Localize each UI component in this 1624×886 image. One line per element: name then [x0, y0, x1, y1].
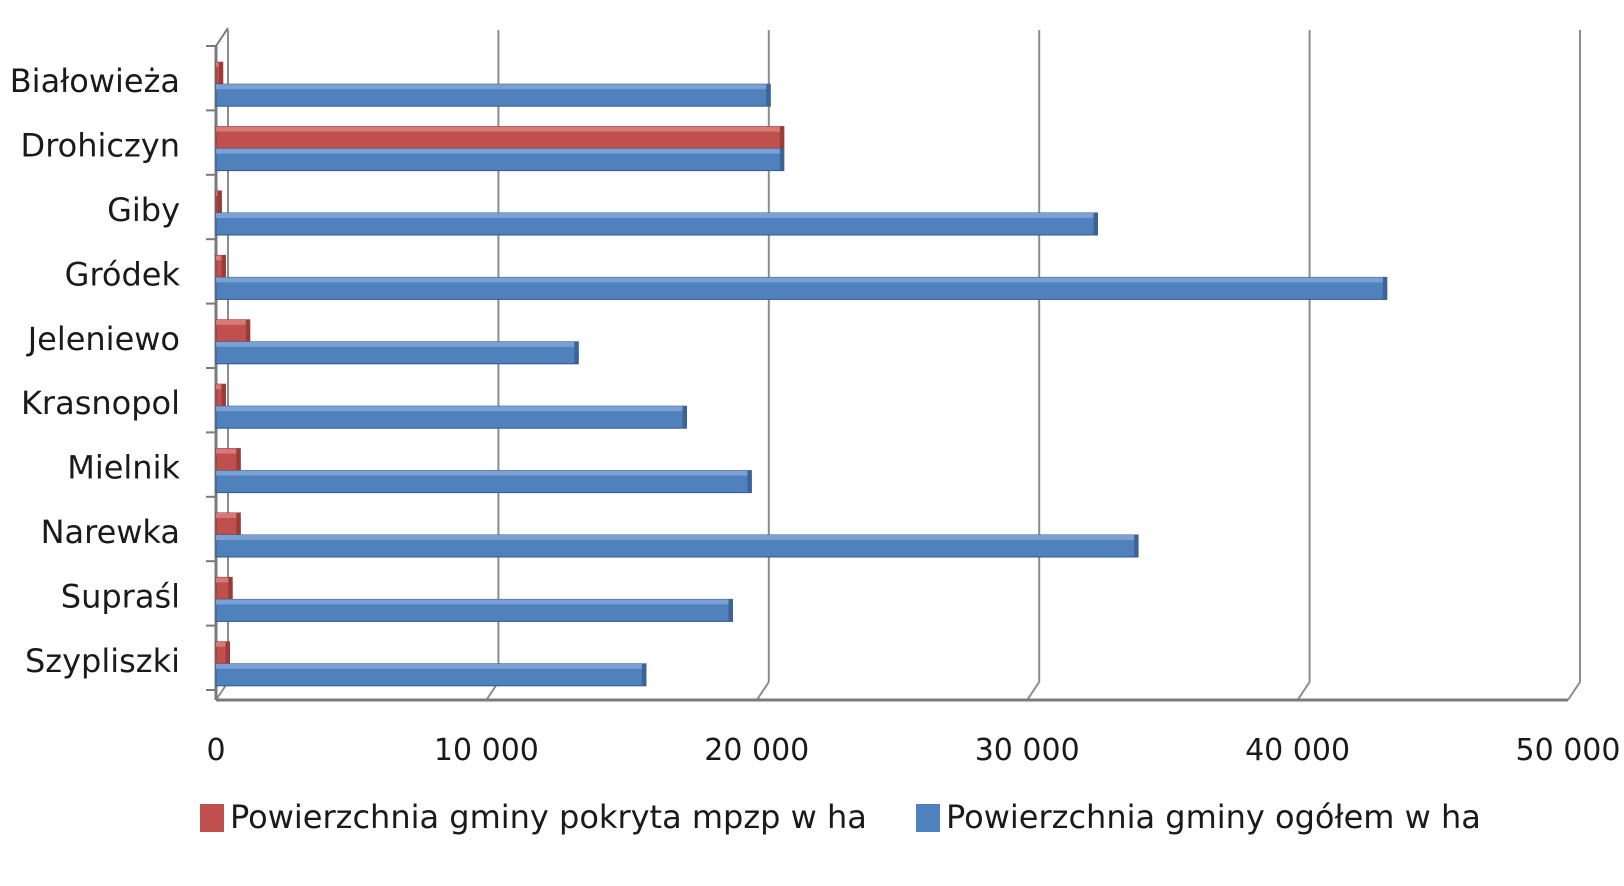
bar-jeleniewo-total [215, 341, 579, 365]
gridline-floor [1296, 681, 1311, 701]
x-tick-label: 50 000 [1516, 733, 1621, 768]
bar-bialowieza-total [215, 83, 771, 107]
legend-item-total: Powierzchnia gminy ogółem w ha [916, 798, 1481, 836]
bar-highlight [216, 599, 733, 605]
bar-suprasl-mpzp [215, 576, 233, 600]
bar-bialowieza-mpzp [215, 61, 224, 85]
bar-grodek-total [215, 276, 1388, 300]
bar-highlight [216, 319, 250, 325]
x-tick-label: 10 000 [434, 733, 539, 768]
bar-highlight [216, 84, 771, 90]
bar-szypliszki-mpzp [215, 641, 231, 665]
category-label-krasnopol: Krasnopol [21, 384, 180, 422]
x-tick-label: 30 000 [975, 733, 1080, 768]
bar-highlight [216, 535, 1139, 540]
bar-highlight [216, 406, 687, 412]
bar-highlight [216, 213, 1098, 218]
x-tick-label: 20 000 [704, 733, 809, 768]
bar-highlight [216, 641, 230, 647]
category-label-bialowieza: Białowieża [10, 62, 180, 100]
category-label-narewka: Narewka [41, 513, 180, 551]
bar-narewka-total [215, 534, 1139, 558]
bar-szypliszki-total [215, 663, 647, 687]
legend-item-mpzp: Powierzchnia gminy pokryta mpzp w ha [200, 798, 867, 836]
bar-highlight [216, 148, 784, 154]
bar-highlight [216, 513, 241, 518]
legend-swatch [200, 804, 224, 832]
bar-giby-total [215, 212, 1099, 236]
category-label-szypliszki: Szypliszki [25, 642, 180, 680]
category-label-mielnik: Mielnik [67, 449, 180, 487]
legend-label: Powierzchnia gminy ogółem w ha [946, 798, 1481, 836]
bar-end-cap [221, 384, 226, 407]
bars [215, 61, 1388, 687]
bar-grodek-mpzp [215, 254, 226, 278]
bar-giby-mpzp [215, 190, 222, 214]
bar-end-cap [228, 577, 233, 600]
bar-end-cap [236, 513, 241, 535]
bar-end-cap [1382, 277, 1387, 300]
legend: Powierzchnia gminy pokryta mpzp w ha Powi… [200, 798, 1481, 836]
bar-end-cap [728, 599, 733, 622]
bar-end-cap [225, 641, 230, 664]
x-tick-label: 0 [206, 733, 225, 768]
gridline-floor [1567, 681, 1581, 701]
category-labels: Białowieża Drohiczyn Giby Gródek Jeleniewo Kr… [10, 62, 181, 680]
bar-highlight [216, 663, 646, 669]
bar-krasnopol-mpzp [215, 383, 226, 407]
gridline-floor [755, 681, 770, 701]
bar-highlight [216, 255, 226, 261]
bar-highlight [216, 448, 241, 454]
category-label-grodek: Gródek [65, 255, 181, 293]
bar-highlight [216, 577, 233, 583]
bar-end-cap [1134, 535, 1139, 557]
bar-end-cap [245, 319, 250, 342]
bar-mielnik-total [215, 470, 752, 494]
bar-suprasl-total [215, 598, 733, 622]
bar-drohiczyn-mpzp [215, 126, 785, 150]
legend-swatch [916, 804, 940, 832]
category-label-jeleniewo: Jeleniewo [26, 320, 180, 358]
bar-end-cap [221, 255, 226, 278]
legend-label: Powierzchnia gminy pokryta mpzp w ha [230, 798, 867, 836]
bar-highlight [216, 341, 579, 347]
bar-highlight [216, 126, 784, 132]
bar-end-cap [747, 470, 752, 493]
category-label-giby: Giby [107, 191, 180, 229]
gridline-floor [1026, 681, 1041, 701]
x-tick-label: 40 000 [1245, 733, 1350, 768]
tick-labels: 0 10 000 20 000 30 000 40 000 50 000 [206, 733, 1620, 768]
bar-end-cap [641, 663, 646, 686]
y-axis-depth [215, 27, 229, 47]
bar-end-cap [682, 406, 687, 429]
bar-end-cap [218, 62, 223, 85]
bar-end-cap [574, 341, 579, 364]
bar-end-cap [766, 84, 771, 107]
bar-end-cap [1093, 213, 1098, 235]
bar-end-cap [779, 126, 784, 149]
bar-highlight [216, 470, 752, 476]
bar-highlight [216, 384, 226, 390]
bar-end-cap [217, 191, 222, 213]
bar-jeleniewo-mpzp [215, 319, 251, 343]
bar-krasnopol-total [215, 405, 687, 429]
category-label-drohiczyn: Drohiczyn [21, 127, 180, 165]
bar-narewka-mpzp [215, 512, 241, 536]
bar-mielnik-mpzp [215, 448, 241, 472]
bar-end-cap [779, 148, 784, 171]
bar-end-cap [236, 448, 241, 471]
bar-drohiczyn-total [215, 148, 785, 172]
bar-highlight [216, 277, 1387, 283]
category-label-suprasl: Supraśl [61, 577, 180, 615]
